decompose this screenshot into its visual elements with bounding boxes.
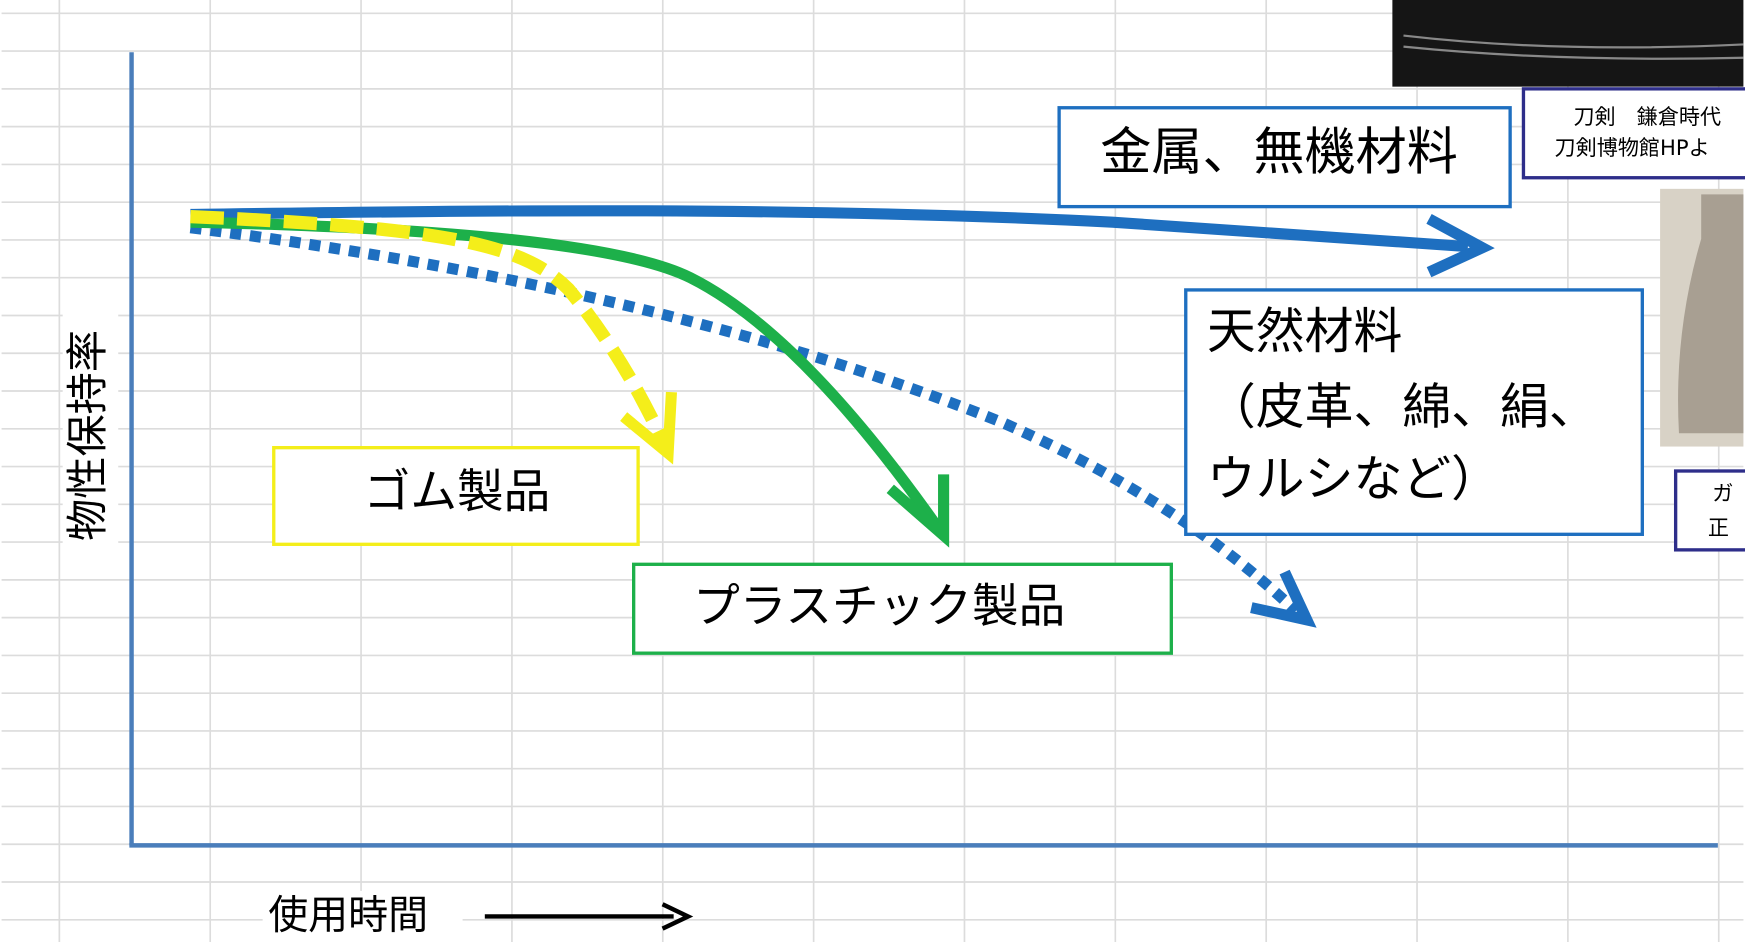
x-label-bg	[262, 890, 463, 942]
x-axis-arrowhead	[661, 902, 694, 931]
rubber-arrowhead	[620, 391, 677, 465]
glass-caption-box	[1673, 469, 1745, 552]
metal-box	[1057, 106, 1512, 209]
natural-label: 天然材料	[1207, 303, 1402, 360]
plastic-label: プラスチック製品	[693, 580, 1065, 634]
sword-photo	[1392, 0, 1744, 87]
sword-shape	[1403, 34, 1744, 60]
vase-shape	[1678, 194, 1744, 434]
glass-caption: 正	[1708, 515, 1729, 540]
natural-arrowhead	[1250, 569, 1317, 628]
plastic-arrowhead	[886, 474, 950, 548]
glass-caption: ガ	[1712, 480, 1733, 505]
y-label-bg	[62, 305, 119, 561]
rubber-label: ゴム製品	[364, 465, 551, 519]
plastic-box	[632, 562, 1173, 655]
metal-label: 金属、無機材料	[1100, 124, 1458, 183]
natural-box	[1184, 288, 1644, 536]
metal-curve	[190, 205, 1469, 253]
y-axis-label: 物性保持率	[63, 330, 112, 541]
natural-label: ウルシなど）	[1207, 451, 1500, 508]
x-axis-label: 使用時間	[268, 893, 428, 939]
rubber-curve	[190, 209, 672, 451]
metal-arrowhead	[1426, 213, 1495, 278]
natural-label: （皮革、綿、絹、	[1207, 379, 1598, 436]
sword-caption: 刀剣博物館HPよ	[1555, 135, 1710, 160]
natural-curve	[189, 222, 1300, 615]
rubber-box	[272, 446, 640, 546]
sword-caption-box	[1521, 87, 1745, 180]
sword-caption: 刀剣 鎌倉時代	[1573, 104, 1721, 129]
